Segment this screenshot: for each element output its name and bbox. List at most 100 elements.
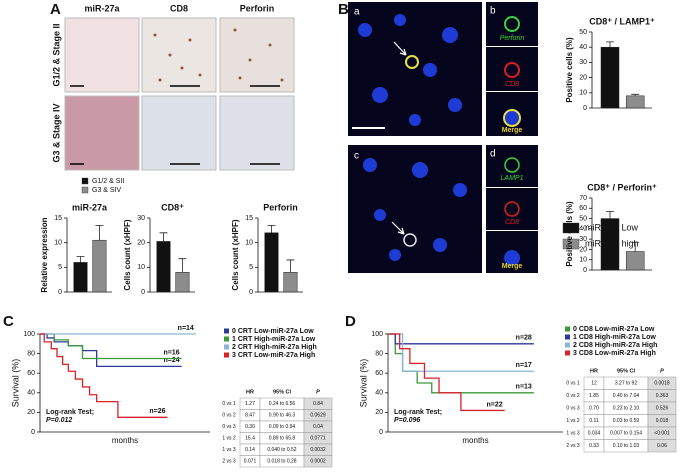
y-tick-label: 40 (375, 390, 383, 397)
table-row-label: 0 vs 3 (222, 424, 236, 430)
legend-swatch (81, 186, 89, 194)
channel-label: CD8 (505, 219, 519, 226)
error-bar (76, 256, 85, 263)
y-tick-label: 30 (579, 59, 587, 66)
histology-image (64, 95, 140, 171)
n-label: n=24 (164, 357, 180, 364)
legend-label: G1/2 & SII (92, 178, 124, 185)
y-tick-label: 0 (31, 429, 35, 436)
table-row-label: 1 vs 2 (566, 418, 580, 424)
legend-swatch (565, 342, 570, 348)
bar (175, 272, 190, 293)
table-cell-text: 0.0002 (310, 459, 326, 465)
error-bar (606, 41, 614, 48)
table-cell-text: 0.007 to 0.154 (610, 431, 642, 437)
error-bar (178, 258, 187, 273)
channel-label: LAMP1 (501, 175, 524, 182)
annotation: Log-rank Test; (46, 409, 94, 416)
y-axis-label: Survival (%) (358, 359, 368, 408)
legend-label: 0 CD8 Low-miR-27a Low (573, 326, 655, 333)
bar (264, 232, 279, 293)
bar (600, 218, 620, 271)
y-tick-label: 10 (579, 257, 587, 264)
y-tick-label: 0 (379, 429, 383, 436)
table-cell-text: 0.10 to 1.03 (613, 443, 640, 449)
channel-label: Perforin (500, 35, 525, 42)
table-cell-text: 0.90 to 46.3 (269, 413, 296, 419)
table-cell-text: 0.40 to 7.04 (613, 393, 640, 399)
table-cell-text: 0.06 (657, 443, 667, 449)
error-bar (606, 210, 614, 219)
table-cell-text: 0.84 (313, 401, 323, 407)
error-bar (95, 225, 104, 241)
x-axis-label: months (112, 436, 138, 445)
bar (283, 272, 298, 293)
table-row-label: 0 vs 3 (566, 406, 580, 412)
table-cell-text: 0.09 to 0.94 (269, 424, 296, 430)
y-axis-label: Relative expression (40, 217, 49, 292)
n-label: n=14 (178, 325, 194, 332)
legend-swatch (224, 328, 229, 334)
y-tick-label: 0 (249, 289, 253, 296)
chart-title: CD8⁺ / LAMP1⁺ (589, 16, 655, 26)
table-cell-text: 0.23 to 2.10 (613, 406, 640, 412)
panel-label: A (50, 1, 61, 18)
legend-swatch (565, 326, 570, 332)
n-label: n=22 (487, 401, 503, 408)
y-tick-label: 0 (583, 105, 587, 112)
y-tick-label: 40 (579, 44, 587, 51)
y-tick-label: 100 (23, 331, 35, 338)
row-label: G1/2 & Stage II (51, 23, 61, 86)
survival-curve (40, 333, 168, 418)
y-tick-label: 0 (141, 289, 145, 296)
fluorescence-image (486, 188, 538, 230)
error-bar (267, 225, 276, 233)
chart-title: Perforin (263, 202, 298, 212)
bar (92, 239, 107, 293)
y-tick-label: 15 (245, 215, 253, 222)
channel-label: Merge (502, 127, 523, 134)
error-bar (631, 241, 640, 252)
channel-label: CD8 (505, 81, 519, 88)
column-header: CD8 (170, 3, 188, 13)
y-tick-label: 20 (375, 409, 383, 416)
table-row-label: 1 vs 3 (222, 447, 236, 453)
table-cell-text: 0.70 (589, 406, 599, 412)
y-tick-label: 40 (27, 390, 35, 397)
histology-image (64, 17, 140, 93)
image-label: a (354, 7, 360, 18)
fluorescence-image (348, 2, 482, 136)
legend-label: 0 CRT Low-miR-27a Low (232, 328, 314, 335)
n-label: n=28 (516, 335, 532, 342)
y-tick-label: 20 (27, 409, 35, 416)
table-header: 95% CI (617, 368, 636, 374)
panel-label: C (3, 313, 14, 330)
legend-swatch (224, 344, 229, 350)
y-tick-label: 10 (245, 240, 253, 247)
table-cell-text: 0.0032 (310, 447, 326, 453)
survival-curve (40, 333, 182, 360)
error-bar (286, 259, 295, 273)
table-cell (647, 439, 677, 453)
survival-curve (40, 333, 182, 367)
table-cell-text: 0.89 to 65.8 (269, 436, 296, 442)
legend-swatch (562, 222, 580, 234)
table-cell-text: 0.0018 (654, 381, 670, 387)
table-cell-text: 0.071 (244, 459, 257, 465)
fluorescence-image (486, 145, 538, 187)
table-cell-text: 0.03 to 0.59 (613, 418, 640, 424)
table-cell-text: 0.018 to 0.28 (267, 459, 296, 465)
error-bar (159, 232, 168, 242)
y-tick-label: 20 (579, 246, 587, 253)
y-tick-label: 5 (249, 264, 253, 271)
annotation: P=0.012 (46, 417, 72, 424)
bar (625, 95, 645, 109)
y-tick-label: 0 (583, 267, 587, 274)
table-row-label: 1 vs 3 (566, 431, 580, 437)
table-cell-text: 0.526 (656, 406, 669, 412)
legend-label: 1 CD8 High-miR-27a Low (573, 334, 656, 341)
table-row-label: 2 vs 3 (566, 443, 580, 449)
y-tick-label: 20 (579, 74, 587, 81)
legend-label: 2 CD8 High-miR-27a High (573, 342, 657, 349)
table-cell-text: 0.24 to 6.56 (269, 401, 296, 407)
